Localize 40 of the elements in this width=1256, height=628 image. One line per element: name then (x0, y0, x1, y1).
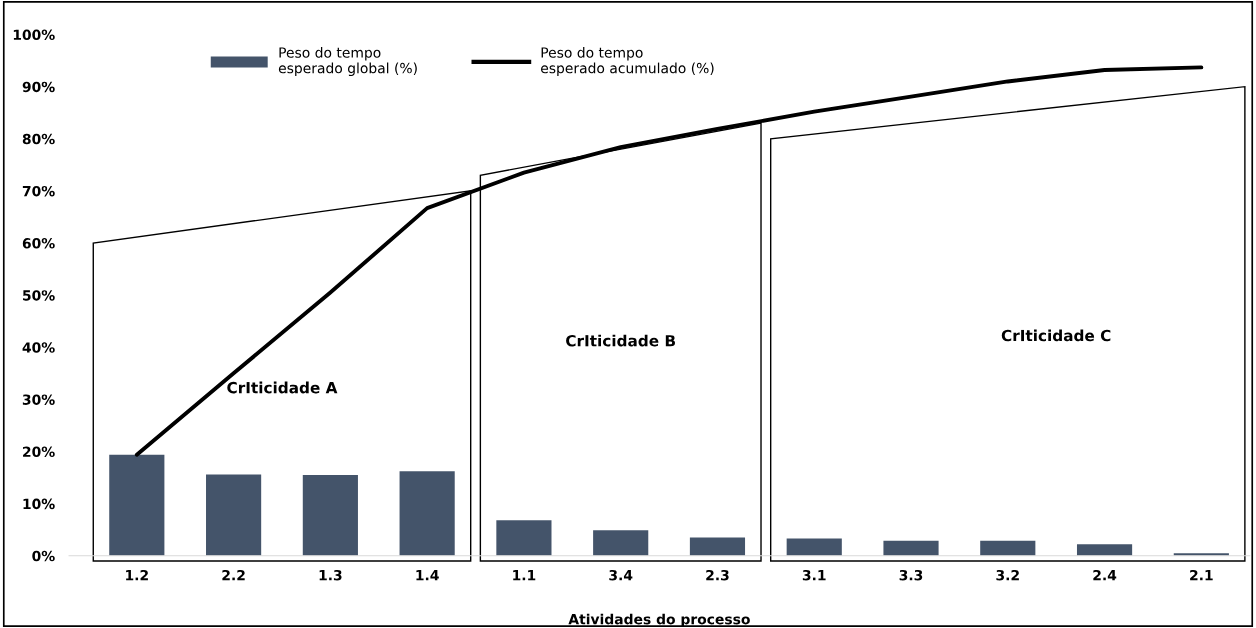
bar (883, 540, 939, 556)
bar (206, 474, 262, 556)
y-tick-label: 30% (22, 394, 55, 405)
bar (689, 537, 746, 556)
bar (980, 540, 1036, 556)
y-tick-label: 100% (13, 29, 55, 41)
x-axis-title: Atividades do processo (568, 613, 750, 628)
x-tick-label: 1.2 (126, 569, 148, 581)
x-tick-label: 3.3 (899, 569, 923, 581)
x-tick-label: 3.4 (609, 569, 633, 581)
annotation: CrIticidade A (227, 381, 338, 394)
legend-label: Peso do tempo esperado acumulado (%) (541, 47, 714, 77)
x-tick-label: 1.1 (513, 570, 536, 581)
x-tick-label: 2.1 (1190, 569, 1213, 581)
x-tick-label: 1.4 (416, 570, 439, 581)
y-tick-label: 0% (32, 550, 55, 562)
x-tick-label: 1.3 (319, 569, 342, 581)
annotation: CrIticidade C (1001, 329, 1111, 342)
y-tick-label: 60% (22, 238, 55, 249)
y-tick-label: 80% (22, 133, 55, 145)
bar (593, 530, 649, 556)
bar (1076, 544, 1133, 556)
y-tick-label: 90% (22, 81, 55, 93)
y-tick-label: 70% (22, 185, 55, 197)
bar (109, 454, 165, 556)
y-tick-label: 40% (22, 342, 55, 353)
y-tick-label: 50% (23, 290, 55, 301)
y-tick-label: 20% (23, 446, 55, 458)
annotation: CrIticidade B (566, 334, 675, 347)
x-tick-label: 2.3 (706, 569, 729, 581)
bar (496, 520, 552, 556)
bar (399, 471, 455, 556)
x-tick-label: 3.1 (802, 569, 826, 581)
y-tick-label: 10% (23, 498, 55, 510)
x-tick-label: 2.2 (222, 569, 245, 581)
bar (302, 474, 358, 556)
bar (786, 538, 842, 556)
x-tick-label: 3.2 (996, 569, 1019, 581)
legend-label: Peso do tempo esperado global (%) (278, 47, 417, 77)
x-tick-label: 2.4 (1093, 569, 1117, 581)
